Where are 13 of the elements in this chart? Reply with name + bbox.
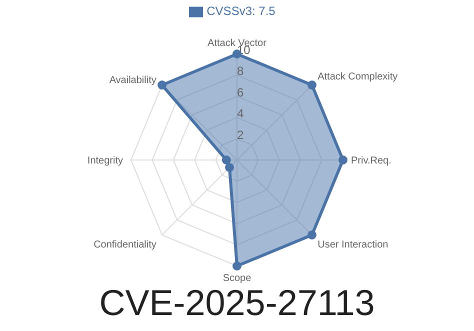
text: CVE-2025-27113	[98, 282, 376, 324]
y-tick-label: 4	[237, 106, 244, 121]
spoke-label: Priv.Req.	[351, 156, 392, 167]
y-tick-label: 6	[237, 85, 244, 100]
y-tick-label: 8	[237, 64, 244, 78]
spoke-label: Integrity	[87, 156, 123, 167]
spoke-label: Scope	[222, 273, 252, 284]
legend-label: CVSSv3: 7.5	[206, 4, 276, 18]
spoke-label: Confidentiality	[94, 240, 156, 251]
y-tick-label: 2	[237, 128, 244, 142]
spoke-label: Availability	[109, 74, 156, 86]
spoke-label: User Interaction	[318, 240, 388, 251]
spoke-label: Attack Complexity	[318, 71, 398, 82]
